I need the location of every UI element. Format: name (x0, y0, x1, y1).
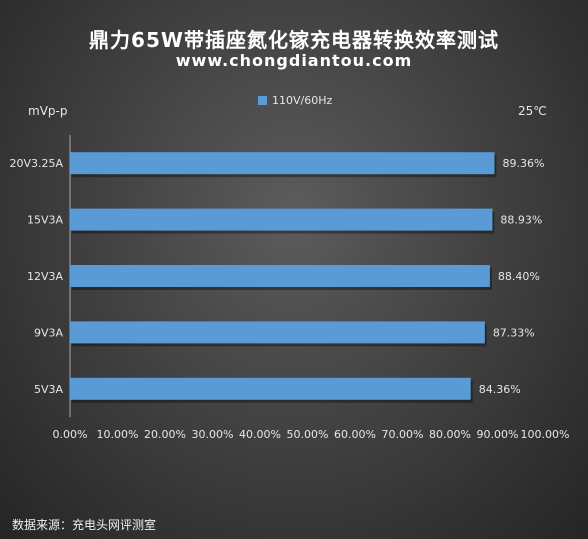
category-label: 12V3A (27, 270, 64, 283)
data-label: 88.40% (498, 270, 540, 283)
chart-title: 鼎力65W带插座氮化镓充电器转换效率测试 (89, 28, 499, 52)
data-source-note: 数据来源：充电头网评测室 (12, 518, 157, 532)
x-tick-label: 0.00% (53, 428, 88, 441)
x-tick-label: 10.00% (97, 428, 139, 441)
x-tick-label: 40.00% (239, 428, 281, 441)
bar (70, 152, 495, 175)
unit-label-right: 25℃ (518, 104, 547, 118)
legend: 110V/60Hz (258, 94, 332, 107)
unit-label-left: mVp-p (28, 104, 68, 118)
x-tick-label: 100.00% (521, 428, 570, 441)
legend-swatch (258, 96, 267, 105)
category-label: 20V3.25A (9, 157, 63, 170)
data-label: 89.36% (502, 157, 544, 170)
bar (70, 377, 471, 400)
data-label: 84.36% (479, 383, 521, 396)
x-tick-label: 70.00% (382, 428, 424, 441)
data-label: 88.93% (500, 214, 542, 227)
x-tick-label: 80.00% (429, 428, 471, 441)
category-label: 15V3A (27, 214, 64, 227)
category-label: 5V3A (34, 383, 64, 396)
legend-label: 110V/60Hz (272, 94, 333, 107)
x-tick-label: 30.00% (192, 428, 234, 441)
x-tick-label: 60.00% (334, 428, 376, 441)
x-tick-label: 20.00% (144, 428, 186, 441)
bar (70, 265, 490, 287)
category-label: 9V3A (34, 326, 64, 339)
chart-subtitle: www.chongdiantou.com (175, 51, 413, 70)
x-tick-label: 50.00% (287, 428, 329, 441)
x-tick-label: 90.00% (477, 428, 519, 441)
data-label: 87.33% (493, 326, 535, 339)
bar (70, 321, 485, 344)
bar (70, 208, 493, 231)
